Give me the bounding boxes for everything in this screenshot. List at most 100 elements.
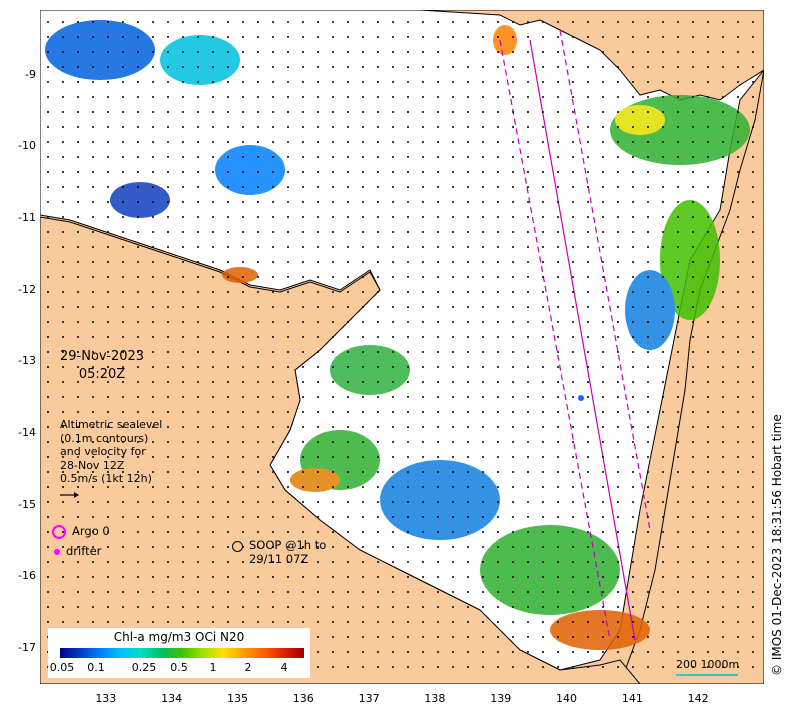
velocity-vector-dot bbox=[602, 561, 604, 563]
drifter-dot-icon bbox=[54, 548, 60, 555]
velocity-vector-dot bbox=[437, 621, 439, 623]
velocity-vector-dot bbox=[347, 516, 349, 518]
velocity-vector-dot bbox=[287, 366, 289, 368]
velocity-vector-dot bbox=[272, 291, 274, 293]
velocity-vector-dot bbox=[677, 141, 679, 143]
velocity-vector-dot bbox=[587, 216, 589, 218]
velocity-vector-dot bbox=[347, 351, 349, 353]
velocity-vector-dot bbox=[377, 51, 379, 53]
velocity-vector-dot bbox=[587, 141, 589, 143]
velocity-vector-dot bbox=[527, 486, 529, 488]
velocity-vector-dot bbox=[662, 621, 664, 623]
velocity-vector-dot bbox=[437, 36, 439, 38]
velocity-vector-dot bbox=[737, 456, 739, 458]
velocity-vector-dot bbox=[287, 201, 289, 203]
velocity-vector-dot bbox=[572, 561, 574, 563]
velocity-vector-dot bbox=[467, 111, 469, 113]
velocity-vector-dot bbox=[617, 651, 619, 653]
velocity-vector-dot bbox=[257, 441, 259, 443]
velocity-vector-dot bbox=[737, 426, 739, 428]
velocity-vector-dot bbox=[722, 336, 724, 338]
velocity-vector-dot bbox=[662, 336, 664, 338]
velocity-vector-dot bbox=[212, 186, 214, 188]
velocity-vector-dot bbox=[707, 591, 709, 593]
velocity-vector-dot bbox=[422, 471, 424, 473]
velocity-vector-dot bbox=[77, 216, 79, 218]
velocity-vector-dot bbox=[62, 516, 64, 518]
velocity-vector-dot bbox=[482, 231, 484, 233]
map-frame[interactable] bbox=[40, 10, 764, 684]
velocity-vector-dot bbox=[662, 21, 664, 23]
velocity-vector-dot bbox=[677, 561, 679, 563]
velocity-vector-dot bbox=[272, 561, 274, 563]
velocity-vector-dot bbox=[332, 561, 334, 563]
velocity-vector-dot bbox=[407, 246, 409, 248]
alt-line-2: (0.1m contours) bbox=[60, 431, 149, 445]
velocity-vector-dot bbox=[92, 456, 94, 458]
velocity-vector-dot bbox=[512, 576, 514, 578]
velocity-vector-dot bbox=[677, 246, 679, 248]
velocity-vector-dot bbox=[587, 186, 589, 188]
velocity-vector-dot bbox=[242, 171, 244, 173]
velocity-vector-dot bbox=[467, 441, 469, 443]
velocity-vector-dot bbox=[287, 276, 289, 278]
velocity-vector-dot bbox=[362, 186, 364, 188]
velocity-vector-dot bbox=[527, 591, 529, 593]
velocity-vector-dot bbox=[347, 531, 349, 533]
velocity-vector-dot bbox=[737, 231, 739, 233]
velocity-vector-dot bbox=[227, 591, 229, 593]
velocity-vector-dot bbox=[317, 336, 319, 338]
velocity-vector-dot bbox=[677, 336, 679, 338]
velocity-vector-dot bbox=[527, 576, 529, 578]
velocity-vector-dot bbox=[482, 276, 484, 278]
velocity-vector-dot bbox=[302, 156, 304, 158]
velocity-vector-dot bbox=[332, 261, 334, 263]
velocity-vector-dot bbox=[572, 186, 574, 188]
velocity-vector-dot bbox=[332, 471, 334, 473]
velocity-vector-dot bbox=[392, 426, 394, 428]
velocity-vector-dot bbox=[497, 606, 499, 608]
velocity-vector-dot bbox=[122, 426, 124, 428]
velocity-vector-dot bbox=[707, 291, 709, 293]
velocity-vector-dot bbox=[407, 441, 409, 443]
velocity-vector-dot bbox=[497, 156, 499, 158]
x-tick-label: 137 bbox=[358, 692, 380, 705]
velocity-vector-dot bbox=[527, 126, 529, 128]
velocity-vector-dot bbox=[662, 441, 664, 443]
velocity-vector-dot bbox=[737, 66, 739, 68]
velocity-vector-dot bbox=[497, 456, 499, 458]
velocity-vector-dot bbox=[242, 261, 244, 263]
velocity-vector-dot bbox=[467, 516, 469, 518]
velocity-vector-dot bbox=[647, 576, 649, 578]
velocity-vector-dot bbox=[677, 126, 679, 128]
velocity-vector-dot bbox=[362, 96, 364, 98]
velocity-vector-dot bbox=[47, 96, 49, 98]
velocity-vector-dot bbox=[452, 411, 454, 413]
velocity-vector-dot bbox=[47, 546, 49, 548]
velocity-vector-dot bbox=[212, 621, 214, 623]
velocity-vector-dot bbox=[647, 291, 649, 293]
velocity-vector-dot bbox=[437, 561, 439, 563]
velocity-vector-dot bbox=[497, 81, 499, 83]
velocity-vector-dot bbox=[257, 156, 259, 158]
x-tick-label: 136 bbox=[292, 692, 314, 705]
velocity-vector-dot bbox=[332, 351, 334, 353]
velocity-vector-dot bbox=[92, 366, 94, 368]
velocity-vector-dot bbox=[692, 651, 694, 653]
velocity-vector-dot bbox=[377, 111, 379, 113]
velocity-vector-dot bbox=[722, 411, 724, 413]
velocity-vector-dot bbox=[182, 216, 184, 218]
velocity-vector-dot bbox=[242, 441, 244, 443]
velocity-vector-dot bbox=[392, 321, 394, 323]
velocity-vector-dot bbox=[212, 141, 214, 143]
velocity-vector-dot bbox=[77, 411, 79, 413]
velocity-vector-dot bbox=[632, 201, 634, 203]
velocity-vector-dot bbox=[692, 246, 694, 248]
velocity-vector-dot bbox=[482, 396, 484, 398]
depth-scale-label: 200 1000m bbox=[676, 658, 740, 671]
velocity-vector-dot bbox=[62, 381, 64, 383]
velocity-vector-dot bbox=[332, 81, 334, 83]
velocity-vector-dot bbox=[752, 621, 754, 623]
velocity-vector-dot bbox=[452, 111, 454, 113]
velocity-vector-dot bbox=[47, 201, 49, 203]
